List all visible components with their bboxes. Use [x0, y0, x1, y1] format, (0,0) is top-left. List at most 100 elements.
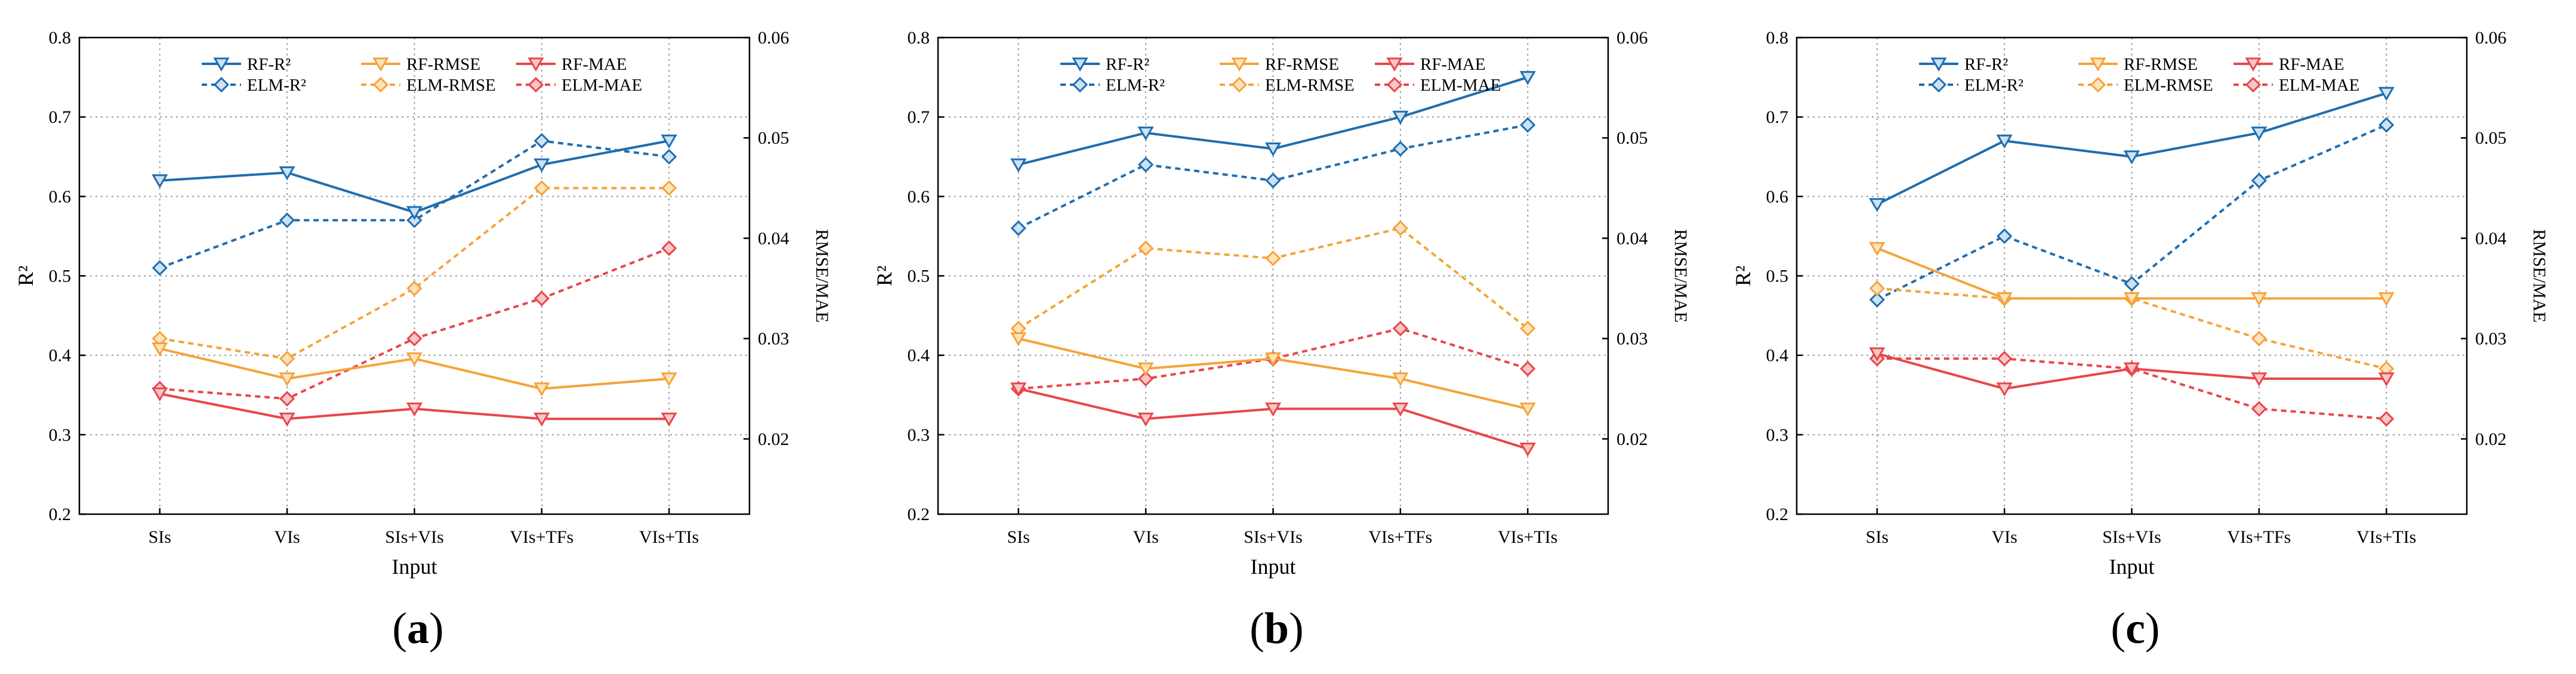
rf-rmse-point [1996, 292, 2013, 307]
rf-rmse-point [1137, 362, 1154, 377]
elm-r2-point [279, 212, 295, 228]
x-axis-label: Input [2109, 555, 2155, 579]
y-left-tick-label: 0.4 [1766, 346, 1789, 366]
y-right-tick-label: 0.02 [1616, 429, 1648, 449]
x-tick-label: SIs [1866, 527, 1889, 547]
y-left-tick-label: 0.7 [1766, 107, 1789, 127]
rf-mae-point [661, 412, 677, 427]
panel-label: (a) [392, 604, 443, 653]
y-left-axis-label: R² [872, 265, 896, 286]
y-right-tick-label: 0.02 [2475, 429, 2507, 449]
legend-elm-rmse-marker [372, 76, 389, 93]
y-left-tick-label: 0.7 [908, 107, 930, 127]
x-tick-label: VIs+TFs [510, 527, 573, 547]
elm-r2-point [2124, 276, 2140, 292]
y-right-tick-label: 0.04 [2475, 228, 2507, 248]
y-left-tick-label: 0.3 [1766, 425, 1789, 445]
rf-rmse-point [661, 372, 677, 387]
rf-rmse-point [1010, 332, 1027, 347]
chart-panel-c: 0.2 0.3 0.4 0.5 0.6 0.7 0.8 0.02 0.03 0.04 0.05 0.0… [1717, 0, 2576, 671]
y-right-tick-label: 0.06 [1616, 28, 1648, 48]
y-right-tick-label: 0.06 [758, 28, 789, 48]
chart-svg-b: 0.2 0.3 0.4 0.5 0.6 0.7 0.8 0.02 0.03 0.04 0.05 0.0… [872, 28, 1690, 653]
rf-r2-point [406, 206, 423, 220]
x-tick-label: VIs [274, 527, 300, 547]
y-right-axis-label: RMSE/MAE [812, 229, 832, 323]
x-tick-label: VIs [1991, 527, 2017, 547]
elm-r2-line [159, 140, 670, 270]
legend-rf-mae-marker [1386, 57, 1403, 72]
legend-elm-r2-marker [213, 76, 230, 93]
legend-elm-rmse-marker [1231, 76, 1248, 93]
legend-rf-r2-marker [1930, 57, 1947, 72]
elm-r2-point [1520, 117, 1536, 133]
y-left-tick-label: 0.8 [1766, 28, 1789, 48]
elm-mae-line [1018, 327, 1528, 390]
legend-elm-mae-label: ELM-MAE [1420, 76, 1501, 95]
panel-label-close-paren: ) [1289, 604, 1304, 653]
y-right-tick-label: 0.04 [1616, 228, 1648, 248]
x-tick-label: SIs [149, 527, 171, 547]
y-right-tick-label: 0.02 [758, 429, 789, 449]
elm-r2-point [1138, 156, 1154, 173]
y-right-tick-label: 0.03 [758, 329, 789, 349]
rf-mae-point [1996, 382, 2013, 397]
y-left-tick-label: 0.2 [1766, 505, 1789, 524]
rf-rmse-point [2123, 292, 2140, 307]
x-tick-label: SIs+VIs [1244, 527, 1303, 547]
panel-label-close-paren: ) [429, 604, 444, 653]
rf-mae-point [2123, 362, 2140, 377]
rf-r2-point [1869, 198, 1886, 212]
legend-rf-rmse-marker [1231, 57, 1248, 72]
elm-r2-point [1869, 292, 1885, 308]
panel-label-open-paren: ( [1250, 604, 1264, 653]
elm-rmse-point [1869, 280, 1885, 296]
panel-label-open-paren: ( [2111, 604, 2125, 653]
elm-rmse-point [406, 280, 422, 296]
y-left-tick-label: 0.8 [908, 28, 930, 48]
legend-rf-mae-marker [2245, 57, 2262, 72]
y-left-tick-label: 0.2 [49, 505, 72, 524]
elm-r2-point [1392, 141, 1408, 157]
elm-r2-point [406, 212, 422, 228]
x-tick-label: VIs+TIs [1498, 527, 1557, 547]
rf-mae-point [1869, 347, 1886, 361]
legend-rf-r2-label: RF-R² [247, 55, 291, 74]
rf-r2-line [1876, 92, 2387, 206]
y-left-tick-label: 0.5 [908, 267, 930, 286]
elm-mae-point [406, 330, 422, 347]
rf-r2-point [661, 134, 677, 149]
legend-rf-r2-marker [213, 57, 230, 72]
elm-mae-point [2378, 411, 2395, 427]
elm-mae-line [1877, 357, 2387, 421]
legend-elm-r2-marker [1072, 76, 1088, 93]
y-left-tick-label: 0.6 [1766, 187, 1789, 206]
rf-r2-point [1264, 142, 1282, 157]
x-tick-label: VIs [1133, 527, 1158, 547]
elm-rmse-point [1265, 250, 1281, 267]
legend-elm-r2-label: ELM-R² [247, 76, 306, 95]
panel-label-open-paren: ( [392, 604, 407, 653]
legend-rf-mae-label: RF-MAE [2279, 55, 2344, 74]
y-left-tick-label: 0.5 [49, 267, 72, 286]
elm-rmse-line [159, 187, 670, 360]
legend-elm-rmse-label: ELM-RMSE [2124, 76, 2213, 95]
rf-rmse-point [533, 382, 550, 397]
x-tick-label: VIs+TIs [2356, 527, 2416, 547]
legend-rf-rmse-label: RF-RMSE [2124, 55, 2198, 74]
y-left-axis-label: R² [14, 265, 38, 286]
x-tick-label: VIs+TFs [1368, 527, 1432, 547]
chart-panel-b: 0.2 0.3 0.4 0.5 0.6 0.7 0.8 0.02 0.03 0.04 0.05 0.0… [859, 0, 1717, 671]
rf-rmse-point [1264, 352, 1282, 367]
y-left-tick-label: 0.3 [908, 425, 930, 445]
legend-rf-r2-label: RF-R² [1964, 55, 2008, 74]
legend-elm-mae-marker [1386, 76, 1403, 93]
rf-mae-point [1010, 382, 1027, 397]
x-tick-label: SIs [1007, 527, 1030, 547]
rf-mae-point [1392, 402, 1409, 417]
rf-r2-point [533, 158, 550, 173]
rf-r2-point [279, 166, 295, 181]
y-left-axis-label: R² [1731, 265, 1755, 286]
rf-r2-point [1010, 158, 1027, 173]
x-axis-label: Input [1251, 555, 1296, 579]
